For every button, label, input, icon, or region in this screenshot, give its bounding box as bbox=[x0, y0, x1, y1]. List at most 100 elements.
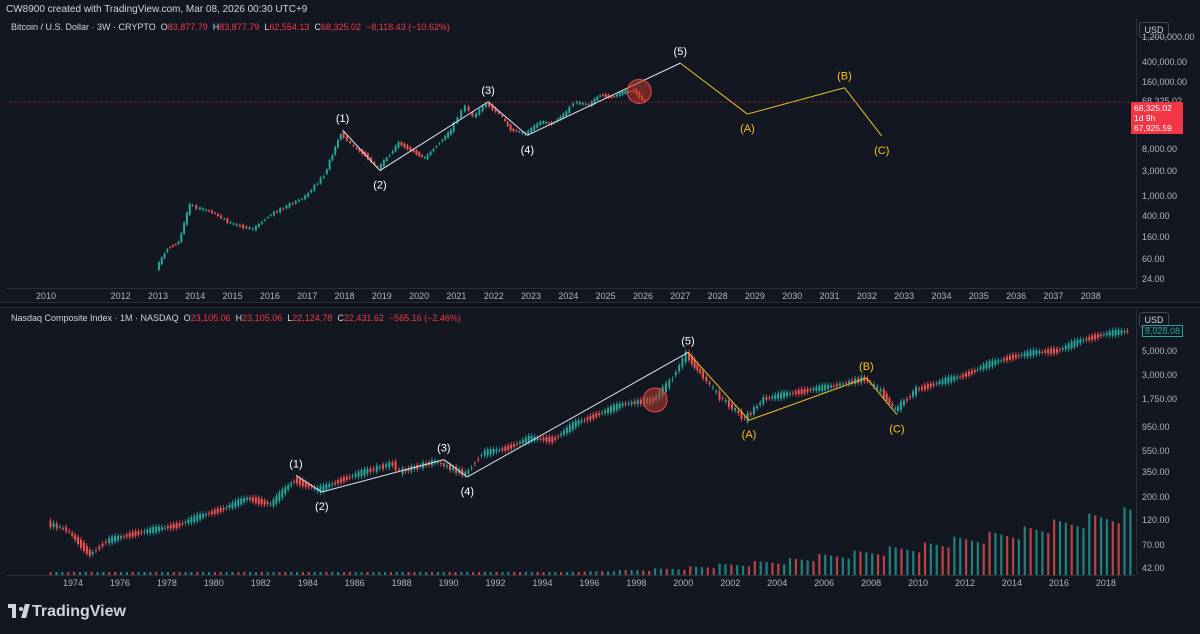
nasdaq-candle bbox=[404, 469, 407, 472]
bitcoin-candle bbox=[530, 127, 533, 133]
bitcoin-wave-label: (C) bbox=[874, 145, 889, 157]
nasdaq-candle bbox=[131, 531, 134, 537]
nasdaq-candle bbox=[926, 384, 929, 389]
nasdaq-candle bbox=[181, 523, 184, 525]
nasdaq-candle bbox=[815, 387, 818, 391]
nasdaq-candle bbox=[557, 436, 560, 438]
bitcoin-time-tick: 2035 bbox=[968, 291, 989, 301]
nasdaq-candle bbox=[263, 500, 266, 505]
nasdaq-candle bbox=[449, 464, 452, 470]
nasdaq-candle bbox=[101, 543, 104, 547]
pane-divider[interactable] bbox=[0, 302, 1200, 308]
nasdaq-candle bbox=[565, 427, 568, 434]
bitcoin-pane[interactable]: Bitcoin / U.S. Dollar · 3W · CRYPTO O83,… bbox=[6, 18, 1136, 288]
nasdaq-candle bbox=[932, 383, 935, 386]
nasdaq-currency-button[interactable]: USD bbox=[1139, 312, 1169, 328]
nasdaq-candle bbox=[818, 385, 821, 392]
nasdaq-candle bbox=[938, 381, 941, 384]
nasdaq-volume-bar bbox=[530, 572, 533, 575]
nasdaq-candle bbox=[624, 403, 627, 405]
nasdaq-candle bbox=[743, 417, 746, 419]
bitcoin-candle bbox=[352, 145, 355, 147]
nasdaq-candle bbox=[574, 420, 577, 428]
nasdaq-volume-bar bbox=[419, 572, 422, 575]
nasdaq-candle bbox=[879, 389, 882, 392]
nasdaq-volume-bar bbox=[319, 572, 322, 575]
nasdaq-candle bbox=[1006, 356, 1009, 361]
bitcoin-wave-line bbox=[844, 87, 883, 137]
nasdaq-volume-bar bbox=[354, 572, 357, 575]
nasdaq-price-tick: 550.00 bbox=[1142, 446, 1170, 457]
nasdaq-time-tick: 1976 bbox=[109, 578, 130, 588]
nasdaq-volume-bar bbox=[994, 533, 997, 575]
nasdaq-wave-line bbox=[467, 352, 689, 478]
bitcoin-candle bbox=[521, 131, 524, 134]
nasdaq-price-tick: 1,750.00 bbox=[1142, 394, 1178, 405]
nasdaq-candle bbox=[269, 503, 272, 505]
bitcoin-symbol-title[interactable]: Bitcoin / U.S. Dollar · 3W · CRYPTO bbox=[11, 22, 156, 32]
bitcoin-candle bbox=[177, 241, 180, 244]
nasdaq-wave-label: (2) bbox=[315, 501, 328, 513]
bitcoin-time-axis[interactable]: 2010 2012 2013 2014 2015 2016 2017 2018 2019 2020… bbox=[6, 288, 1136, 302]
bitcoin-candle bbox=[604, 94, 607, 98]
nasdaq-candle bbox=[319, 486, 322, 493]
nasdaq-candle bbox=[295, 477, 298, 484]
nasdaq-candle bbox=[504, 446, 507, 451]
tradingview-logo[interactable]: TradingView bbox=[8, 603, 126, 621]
nasdaq-volume-bar bbox=[125, 572, 128, 575]
bitcoin-candle bbox=[339, 133, 342, 140]
nasdaq-candle bbox=[923, 385, 926, 390]
nasdaq-candle bbox=[225, 507, 228, 509]
bitcoin-candle bbox=[506, 121, 509, 126]
nasdaq-volume-bar bbox=[853, 550, 856, 575]
nasdaq-candle bbox=[785, 392, 788, 397]
nasdaq-volume-bar bbox=[1053, 519, 1056, 575]
bitcoin-candle bbox=[527, 130, 530, 135]
bitcoin-candle bbox=[345, 136, 348, 141]
nasdaq-candle bbox=[498, 449, 501, 451]
bitcoin-candle bbox=[235, 224, 238, 226]
nasdaq-volume-bar bbox=[1105, 519, 1109, 575]
bitcoin-time-tick: 2016 bbox=[259, 291, 280, 301]
nasdaq-volume-bar bbox=[906, 549, 909, 575]
bitcoin-candle bbox=[325, 169, 328, 174]
nasdaq-candle bbox=[684, 351, 687, 363]
nasdaq-candle bbox=[908, 396, 911, 398]
chart-credit: CW8900 created with TradingView.com, Mar… bbox=[6, 4, 308, 15]
nasdaq-candle bbox=[690, 355, 693, 365]
nasdaq-candle bbox=[108, 537, 111, 544]
bitcoin-candle bbox=[624, 90, 627, 94]
nasdaq-candle bbox=[756, 406, 759, 409]
nasdaq-symbol-title[interactable]: Nasdaq Composite Index · 1M · NASDAQ bbox=[11, 313, 179, 323]
bitcoin-candle bbox=[337, 140, 340, 148]
bitcoin-candle bbox=[613, 96, 616, 98]
bitcoin-currency-button[interactable]: USD bbox=[1139, 22, 1169, 38]
nasdaq-candle bbox=[560, 433, 563, 436]
nasdaq-candle bbox=[618, 403, 621, 409]
bitcoin-candle bbox=[266, 217, 269, 219]
nasdaq-volume-bar bbox=[736, 565, 739, 575]
nasdaq-volume-bar bbox=[1082, 528, 1085, 575]
nasdaq-chart-canvas[interactable]: (1) (2) (3) (4) (5) (A) (B) (C) bbox=[6, 309, 1136, 575]
bitcoin-candle bbox=[456, 117, 459, 124]
bitcoin-time-tick: 2019 bbox=[371, 291, 392, 301]
nasdaq-volume-bar bbox=[1123, 507, 1126, 575]
bitcoin-candle bbox=[478, 108, 481, 115]
nasdaq-candle bbox=[806, 389, 809, 392]
nasdaq-volume-bar bbox=[237, 572, 240, 575]
nasdaq-candle bbox=[202, 513, 205, 518]
bitcoin-price-tick: 400,000.00 bbox=[1142, 56, 1188, 67]
nasdaq-candle bbox=[888, 398, 891, 404]
bitcoin-price-scale[interactable] bbox=[1136, 18, 1200, 288]
nasdaq-pane[interactable]: Nasdaq Composite Index · 1M · NASDAQ O23… bbox=[6, 309, 1136, 575]
nasdaq-time-axis[interactable]: 1974 1976 1978 1980 1982 1984 1986 1988 1990 1992… bbox=[6, 575, 1136, 589]
bitcoin-time-tick: 2031 bbox=[819, 291, 840, 301]
bitcoin-candle bbox=[285, 205, 288, 209]
bitcoin-candle bbox=[394, 145, 397, 152]
nasdaq-volume-bar bbox=[923, 542, 927, 575]
nasdaq-volume-bar bbox=[747, 566, 751, 575]
nasdaq-candle bbox=[187, 519, 190, 524]
bitcoin-chart-canvas[interactable]: (1) (2) (3) (4) (5) (A) (B) (C) bbox=[6, 18, 1136, 288]
nasdaq-price-scale[interactable] bbox=[1136, 309, 1200, 575]
bitcoin-candle bbox=[400, 142, 403, 146]
